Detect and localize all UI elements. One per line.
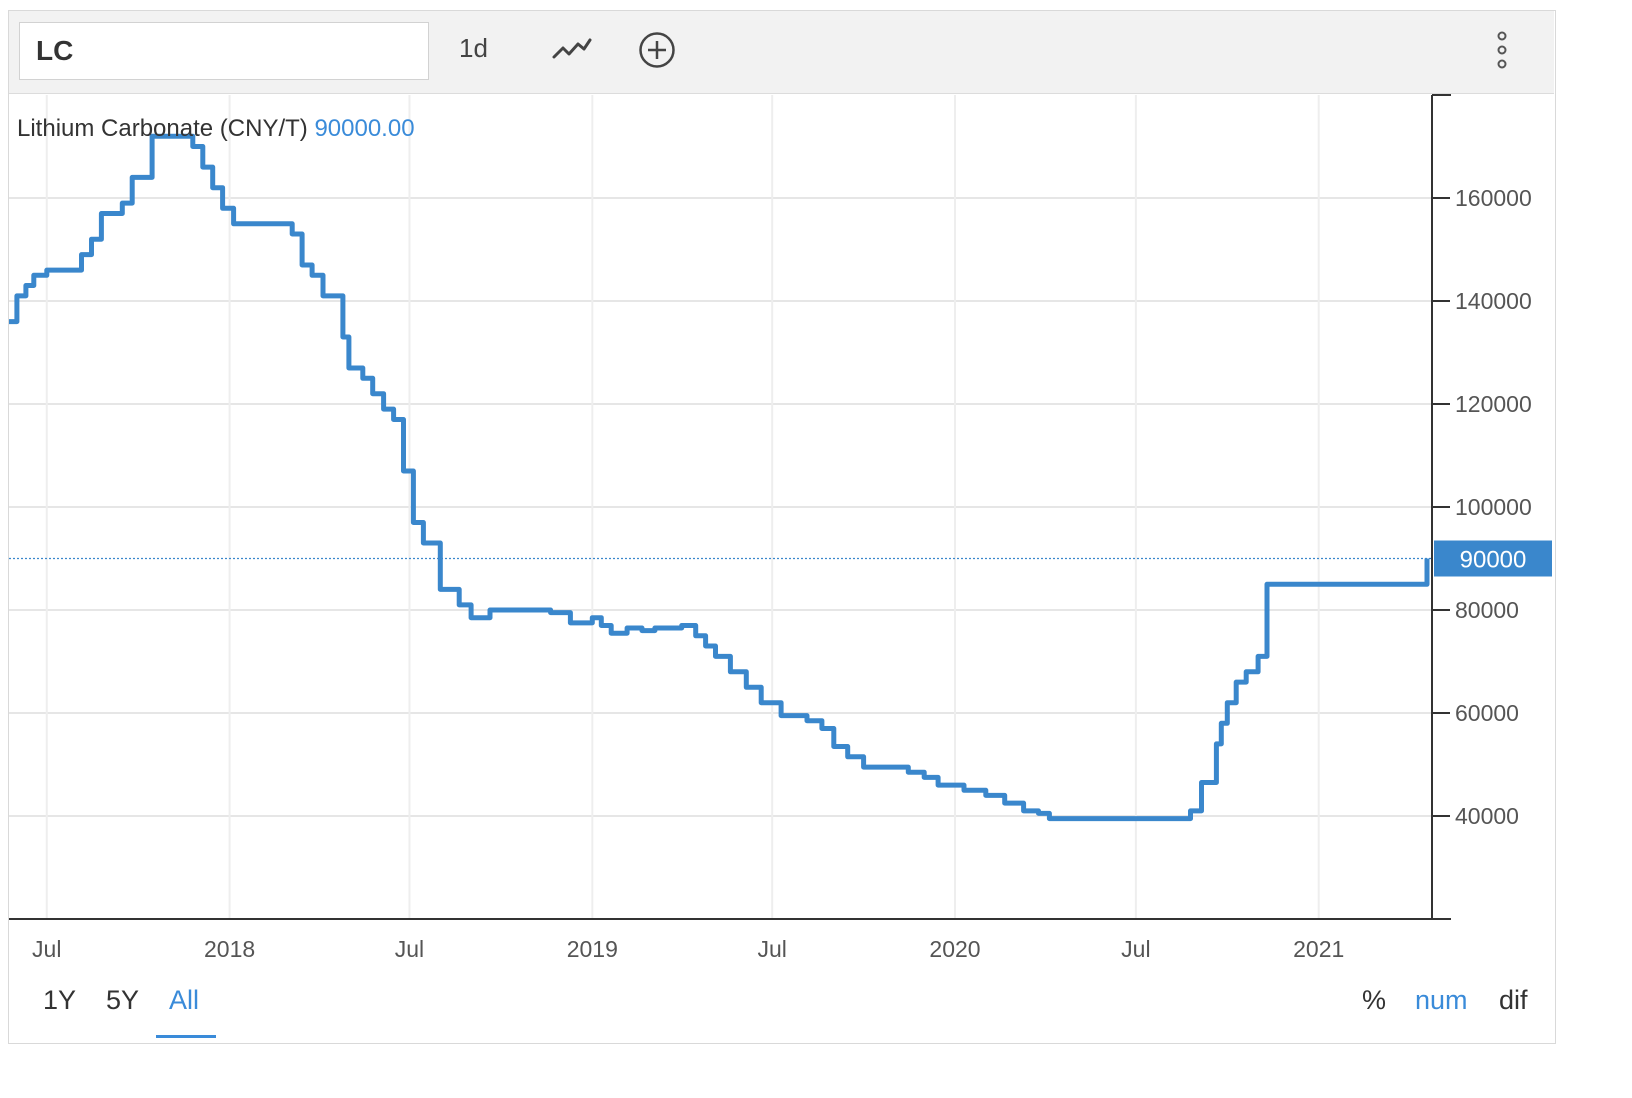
chart-grid [9, 95, 1432, 919]
y-tick-label: 160000 [1455, 185, 1532, 211]
x-axis-ticks: Jul 2018 Jul 2019 Jul 2020 Jul 2021 [32, 936, 1344, 962]
mode-button-dif[interactable]: dif [1499, 985, 1528, 1015]
x-tick-label: Jul [32, 936, 61, 962]
vertical-dots-icon[interactable] [1494, 30, 1510, 77]
y-tick-label: 40000 [1455, 803, 1519, 829]
chart-legend: Lithium Carbonate (CNY/T) 90000.00 [17, 115, 415, 143]
price-tag-box [1434, 540, 1552, 577]
range-button-all[interactable]: All [169, 985, 200, 1015]
x-tick-label: 2018 [204, 936, 255, 962]
plus-circle-icon[interactable] [638, 31, 676, 74]
mode-button-percent[interactable]: % [1362, 985, 1387, 1015]
legend-last-value: 90000.00 [314, 115, 415, 142]
legend-series-name: Lithium Carbonate (CNY/T) [17, 115, 308, 142]
series-line-lithium-carbonate [9, 133, 1430, 822]
x-tick-label: Jul [395, 936, 424, 962]
line-chart-icon[interactable] [551, 35, 593, 68]
active-range-indicator [156, 1035, 216, 1038]
range-button-5y[interactable]: 5Y [106, 985, 140, 1015]
symbol-text: LC [36, 35, 74, 66]
y-tick-label: 80000 [1455, 597, 1519, 623]
price-tag-label: 90000 [1460, 547, 1527, 574]
y-tick-label: 100000 [1455, 494, 1532, 520]
chart-widget [8, 10, 1556, 1044]
y-axis-ticks: 40000 60000 80000 100000 120000 140000 160000 [1432, 185, 1532, 829]
x-tick-label: Jul [757, 936, 786, 962]
x-tick-label: 2019 [567, 936, 618, 962]
y-tick-label: 60000 [1455, 700, 1519, 726]
y-tick-label: 120000 [1455, 391, 1532, 417]
x-tick-label: 2021 [1293, 936, 1344, 962]
x-tick-label: 2020 [929, 936, 980, 962]
mode-button-num[interactable]: num [1415, 985, 1468, 1015]
y-tick-label: 140000 [1455, 288, 1532, 314]
symbol-input[interactable]: LC [19, 22, 429, 80]
interval-button[interactable]: 1d [459, 33, 488, 63]
price-tag: 90000 [1434, 540, 1552, 577]
range-button-1y[interactable]: 1Y [43, 985, 77, 1015]
x-tick-label: Jul [1121, 936, 1150, 962]
